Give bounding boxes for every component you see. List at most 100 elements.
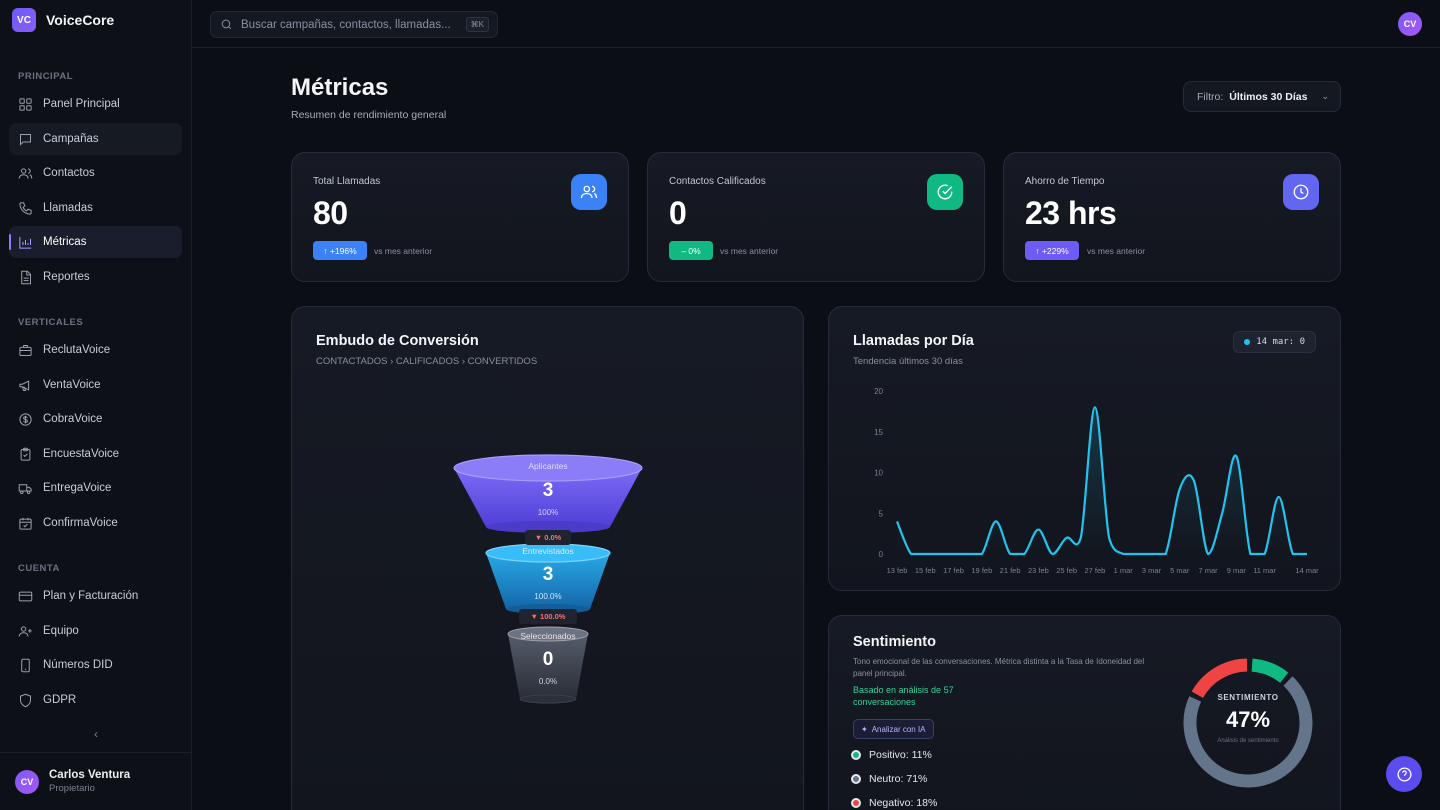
- funnel-stage-aplicantes[interactable]: [453, 454, 643, 533]
- legend-dot: [851, 750, 861, 760]
- nav-label: Equipo: [43, 625, 79, 637]
- brand-name: VoiceCore: [46, 12, 115, 28]
- nav-reportes[interactable]: Reportes: [9, 261, 182, 293]
- nav-label: Números DID: [43, 659, 113, 671]
- brand-logo: VC: [12, 8, 36, 32]
- nav-encuestavoice[interactable]: EncuestaVoice: [9, 438, 182, 470]
- date-filter-select[interactable]: Filtro: Últimos 30 Días ⌄: [1183, 81, 1341, 112]
- nav-label: ReclutaVoice: [43, 344, 111, 356]
- funnel-title: Embudo de Conversión: [316, 333, 479, 349]
- sentiment-basis: Basado en análisis de 57 conversaciones: [853, 685, 954, 707]
- calendar-check-icon: [19, 517, 32, 530]
- sidebar: VC VoiceCore PRINCIPAL Panel Principal C…: [0, 0, 192, 810]
- calls-chart-title: Llamadas por Día: [853, 333, 974, 349]
- nav-llamadas[interactable]: Llamadas: [9, 192, 182, 224]
- x-tick-label: 1 mar: [1114, 566, 1134, 575]
- kpi-card-contactos-calificados: Contactos Calificados 0 – 0% vs mes ante…: [647, 152, 985, 282]
- section-label-verticales: VERTICALES: [18, 317, 84, 328]
- search-placeholder: Buscar campañas, contactos, llamadas...: [241, 18, 451, 31]
- credit-card-icon: [18, 591, 33, 601]
- dollar-icon: [19, 412, 32, 426]
- nav-cobravoice[interactable]: CobraVoice: [9, 403, 182, 435]
- gauge-value: 47%: [1225, 707, 1271, 732]
- kpi-card-total-llamadas: Total Llamadas 80 ↑ +196% vs mes anterio…: [291, 152, 629, 282]
- nav-label: VentaVoice: [43, 379, 101, 391]
- legend-negativo: Negativo: 18%: [851, 797, 937, 809]
- nav-ventavoice[interactable]: VentaVoice: [9, 369, 182, 401]
- nav-contactos[interactable]: Contactos: [9, 157, 182, 189]
- help-button[interactable]: [1386, 756, 1422, 792]
- nav-label: Plan y Facturación: [43, 590, 139, 602]
- funnel-stage-percent: 0.0%: [538, 677, 558, 686]
- nav-numeros-did[interactable]: Números DID: [9, 649, 182, 681]
- legend-dot: [851, 774, 861, 784]
- kpi-note: vs mes anterior: [720, 246, 779, 256]
- funnel-stage-entrevistados[interactable]: [485, 543, 611, 614]
- sentiment-card: Sentimiento Tono emocional de las conver…: [828, 615, 1341, 810]
- nav-label: EncuestaVoice: [43, 448, 120, 460]
- page-subtitle: Resumen de rendimiento general: [291, 109, 447, 121]
- gauge-segment-neutro[interactable]: [1179, 654, 1317, 792]
- brand[interactable]: VC VoiceCore: [12, 8, 114, 32]
- nav-entregavoice[interactable]: EntregaVoice: [9, 472, 182, 504]
- gauge-segment-positivo[interactable]: [1183, 658, 1313, 788]
- series-line: [895, 406, 1307, 556]
- x-tick-label: 27 feb: [1085, 566, 1106, 575]
- nav-label: Panel Principal: [43, 98, 120, 110]
- sentiment-title: Sentimiento: [853, 634, 936, 650]
- shield-icon: [20, 693, 31, 707]
- funnel-card: Embudo de Conversión CONTACTADOS › CALIF…: [291, 306, 804, 810]
- calls-chart-card: Llamadas por Día Tendencia últimos 30 dí…: [828, 306, 1341, 591]
- funnel-drop-badge-2: [519, 609, 577, 624]
- funnel-stage-seleccionados[interactable]: [507, 626, 589, 704]
- nav-metricas[interactable]: Métricas: [9, 226, 182, 258]
- topbar: Buscar campañas, contactos, llamadas... …: [192, 0, 1440, 48]
- nav-label: Reportes: [43, 271, 90, 283]
- search-shortcut: ⌘K: [465, 17, 489, 32]
- legend-positivo: Positivo: 11%: [851, 749, 932, 761]
- legend-text: Negativo: 18%: [869, 797, 938, 809]
- message-icon: [20, 133, 31, 146]
- calls-line-chart[interactable]: 0 5 10 15 20 13 feb 15 feb 17 feb 19 feb 21 feb 23…: [829, 307, 1340, 590]
- users-icon: [18, 167, 33, 179]
- grid-icon: [19, 97, 32, 111]
- hover-value-chip: 14 mar: 0: [1233, 331, 1316, 353]
- nav-label: EntregaVoice: [43, 482, 112, 494]
- nav-gdpr[interactable]: GDPR: [9, 684, 182, 716]
- calls-chart-subtitle: Tendencia últimos 30 días: [853, 356, 963, 367]
- nav-campanas[interactable]: Campañas: [9, 123, 182, 155]
- kpi-note: vs mes anterior: [374, 246, 433, 256]
- nav-panel-principal[interactable]: Panel Principal: [9, 88, 182, 120]
- kpi-badge: – 0%: [669, 241, 713, 260]
- kpi-label: Contactos Calificados: [669, 176, 766, 187]
- nav-label: Métricas: [43, 236, 87, 248]
- section-label-principal: PRINCIPAL: [18, 71, 73, 82]
- funnel-stage-label: Aplicantes: [528, 461, 568, 471]
- nav-label: CobraVoice: [43, 413, 103, 425]
- collapse-sidebar-button[interactable]: ‹: [94, 727, 98, 741]
- nav-label: Llamadas: [43, 202, 93, 214]
- funnel-stage-value: 3: [542, 564, 554, 585]
- kpi-note: vs mes anterior: [1087, 246, 1146, 256]
- funnel-drop-1: ▼ 0.0%: [534, 533, 562, 542]
- check-circle-icon: [927, 174, 963, 210]
- y-tick-label: 0: [879, 550, 884, 559]
- x-tick-label: 25 feb: [1056, 566, 1077, 575]
- top-avatar[interactable]: CV: [1398, 12, 1422, 36]
- nav-equipo[interactable]: Equipo: [9, 615, 182, 647]
- user-profile[interactable]: CV Carlos Ventura Propietario: [0, 752, 191, 810]
- funnel-subtitle: CONTACTADOS › CALIFICADOS › CONVERTIDOS: [316, 356, 538, 367]
- clock-icon: [1283, 174, 1319, 210]
- help-icon: [1396, 766, 1412, 782]
- nav-label: Campañas: [43, 133, 99, 145]
- nav-plan-facturacion[interactable]: Plan y Facturación: [9, 580, 182, 612]
- nav-reclutavoice[interactable]: ReclutaVoice: [9, 334, 182, 366]
- nav-label: GDPR: [43, 694, 77, 706]
- nav-confirmavoice[interactable]: ConfirmaVoice: [9, 507, 182, 539]
- analyze-ai-button[interactable]: ✦ Analizar con IA: [853, 719, 934, 739]
- smartphone-icon: [21, 658, 30, 672]
- gauge-label: SENTIMIENTO: [1217, 693, 1279, 702]
- x-tick-label: 13 feb: [887, 566, 908, 575]
- clipboard-icon: [20, 447, 31, 461]
- search-input[interactable]: Buscar campañas, contactos, llamadas... …: [210, 11, 498, 38]
